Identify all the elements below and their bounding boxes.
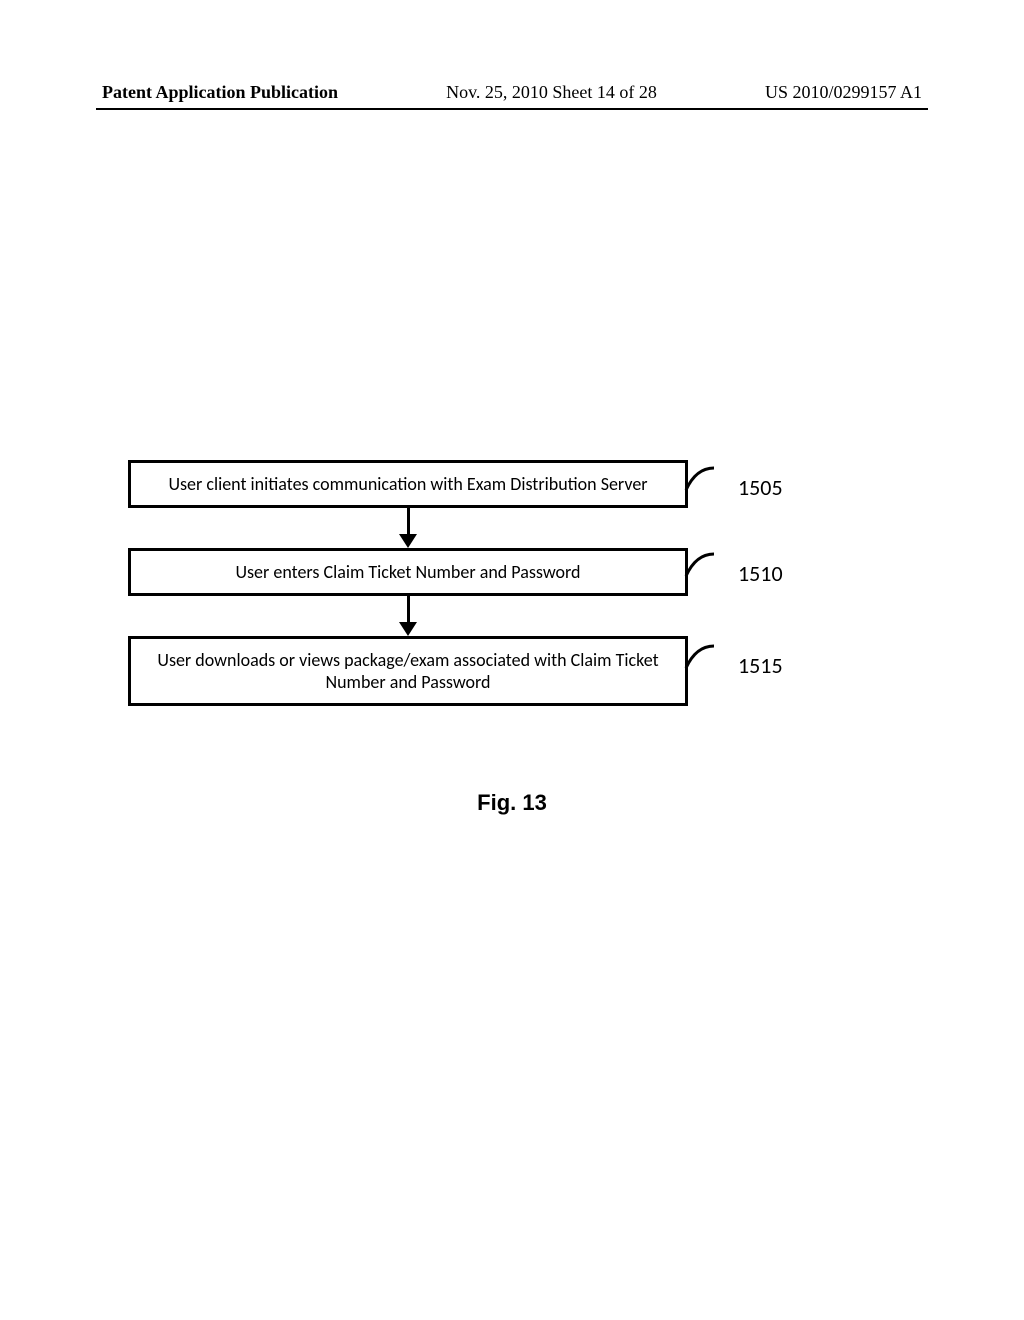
flow-step-1-text: User client initiates communication with… (168, 473, 647, 495)
flow-step-1: User client initiates communication with… (128, 460, 688, 508)
flow-step-2: User enters Claim Ticket Number and Pass… (128, 548, 688, 596)
flow-step-3: User downloads or views package/exam ass… (128, 636, 688, 706)
flow-ref-1: 1505 (738, 474, 783, 501)
figure-caption: Fig. 13 (0, 790, 1024, 816)
arrow-head-icon (399, 622, 417, 636)
lead-line-1 (684, 466, 734, 496)
arrow-2 (128, 596, 688, 636)
flow-ref-2: 1510 (738, 560, 783, 587)
flow-ref-3: 1515 (738, 652, 783, 679)
lead-line-3 (684, 644, 734, 674)
header-row: Patent Application Publication Nov. 25, … (102, 82, 922, 103)
page-header: Patent Application Publication Nov. 25, … (0, 82, 1024, 103)
header-divider (96, 108, 928, 110)
flow-step-2-text: User enters Claim Ticket Number and Pass… (235, 561, 580, 583)
arrow-1 (128, 508, 688, 548)
header-left: Patent Application Publication (102, 82, 338, 103)
flow-step-3-text: User downloads or views package/exam ass… (157, 649, 658, 693)
flowchart: User client initiates communication with… (128, 460, 768, 706)
header-mid: Nov. 25, 2010 Sheet 14 of 28 (446, 82, 657, 103)
header-right: US 2010/0299157 A1 (765, 82, 922, 103)
arrow-head-icon (399, 534, 417, 548)
lead-line-2 (684, 552, 734, 582)
